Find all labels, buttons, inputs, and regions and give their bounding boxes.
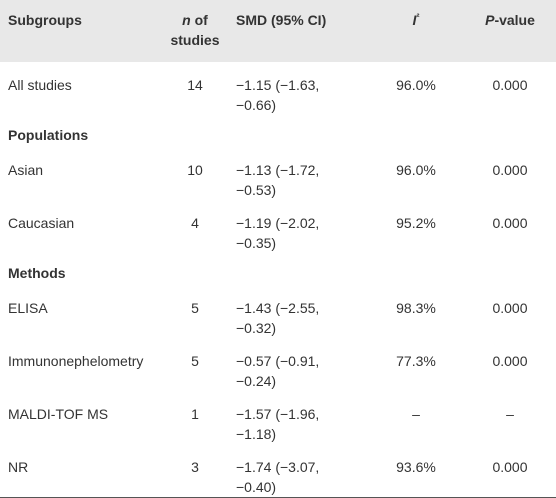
- table-cell: −1.57 (−1.96, −1.18): [236, 406, 320, 442]
- header-text: ²: [416, 11, 420, 22]
- table-cell: 14: [187, 77, 203, 93]
- table-cell: 3: [191, 459, 199, 475]
- table-cell: 96.0%: [396, 77, 436, 93]
- table-cell: –: [506, 406, 514, 422]
- table-cell: 98.3%: [396, 300, 436, 316]
- header-text: -value: [494, 12, 535, 28]
- table-cell: 0.000: [492, 353, 528, 369]
- section-label: Methods: [8, 265, 66, 281]
- table-cell: 5: [191, 353, 199, 369]
- data-row: Caucasian 4 −1.19 (−2.02, −0.35) 95.2% 0.000: [0, 200, 556, 253]
- table-cell: 1: [191, 406, 199, 422]
- table-cell: 5: [191, 300, 199, 316]
- header-row: Subgroups n of studies SMD (95% CI) I² P-val…: [0, 0, 556, 62]
- header-cell: SMD (95% CI): [228, 0, 368, 62]
- table-cell: 93.6%: [396, 459, 436, 475]
- header-text: SMD (95% CI): [236, 12, 327, 28]
- header-text: I: [412, 12, 417, 28]
- data-row: Asian 10 −1.13 (−1.72, −0.53) 96.0% 0.000: [0, 147, 556, 200]
- table-cell: −1.15 (−1.63, −0.66): [236, 77, 320, 113]
- table-cell: 0.000: [492, 300, 528, 316]
- header-cell: I²: [368, 0, 464, 62]
- header-cell: Subgroups: [0, 0, 162, 62]
- header-cell: n of studies: [162, 0, 228, 62]
- header-text: n: [182, 12, 191, 28]
- table-cell: NR: [8, 459, 29, 475]
- table-body: All studies 14 −1.15 (−1.63, −0.66) 96.0% 0.…: [0, 62, 556, 498]
- data-row: ELISA 5 −1.43 (−2.55, −0.32) 98.3% 0.000: [0, 285, 556, 338]
- section-label: Populations: [8, 127, 89, 143]
- table-cell: All studies: [8, 77, 72, 93]
- table-cell: ELISA: [8, 300, 48, 316]
- data-row: NR 3 −1.74 (−3.07, −0.40) 93.6% 0.000: [0, 444, 556, 498]
- table-cell: –: [412, 406, 420, 422]
- header-text: of studies: [170, 12, 220, 48]
- table-cell: −1.19 (−2.02, −0.35): [236, 215, 320, 251]
- table-cell: 0.000: [492, 162, 528, 178]
- table-cell: 95.2%: [396, 215, 436, 231]
- table-cell: 4: [191, 215, 199, 231]
- table-cell: MALDI-TOF MS: [8, 406, 109, 422]
- header-cell: P-value: [464, 0, 556, 62]
- table-header: Subgroups n of studies SMD (95% CI) I² P-val…: [0, 0, 556, 62]
- data-row: MALDI-TOF MS 1 −1.57 (−1.96, −1.18) – –: [0, 391, 556, 444]
- table-cell: 0.000: [492, 459, 528, 475]
- table-cell: Asian: [8, 162, 44, 178]
- table-cell: −1.13 (−1.72, −0.53): [236, 162, 320, 198]
- header-text: Subgroups: [8, 12, 82, 28]
- header-text: P: [485, 12, 495, 28]
- table-cell: 0.000: [492, 215, 528, 231]
- table-cell: −1.74 (−3.07, −0.40): [236, 459, 320, 495]
- data-row: Immunonephelometry 5 −0.57 (−0.91, −0.24) 7…: [0, 338, 556, 391]
- table-cell: Caucasian: [8, 215, 75, 231]
- section-row: Populations: [0, 115, 556, 147]
- table-cell: Immunonephelometry: [8, 353, 144, 369]
- table-cell: −0.57 (−0.91, −0.24): [236, 353, 320, 389]
- section-row: Methods: [0, 253, 556, 285]
- table-cell: 10: [187, 162, 203, 178]
- table-cell: −1.43 (−2.55, −0.32): [236, 300, 320, 336]
- table-cell: 0.000: [492, 77, 528, 93]
- data-row: All studies 14 −1.15 (−1.63, −0.66) 96.0% 0.…: [0, 62, 556, 115]
- table-cell: 77.3%: [396, 353, 436, 369]
- table-cell: 96.0%: [396, 162, 436, 178]
